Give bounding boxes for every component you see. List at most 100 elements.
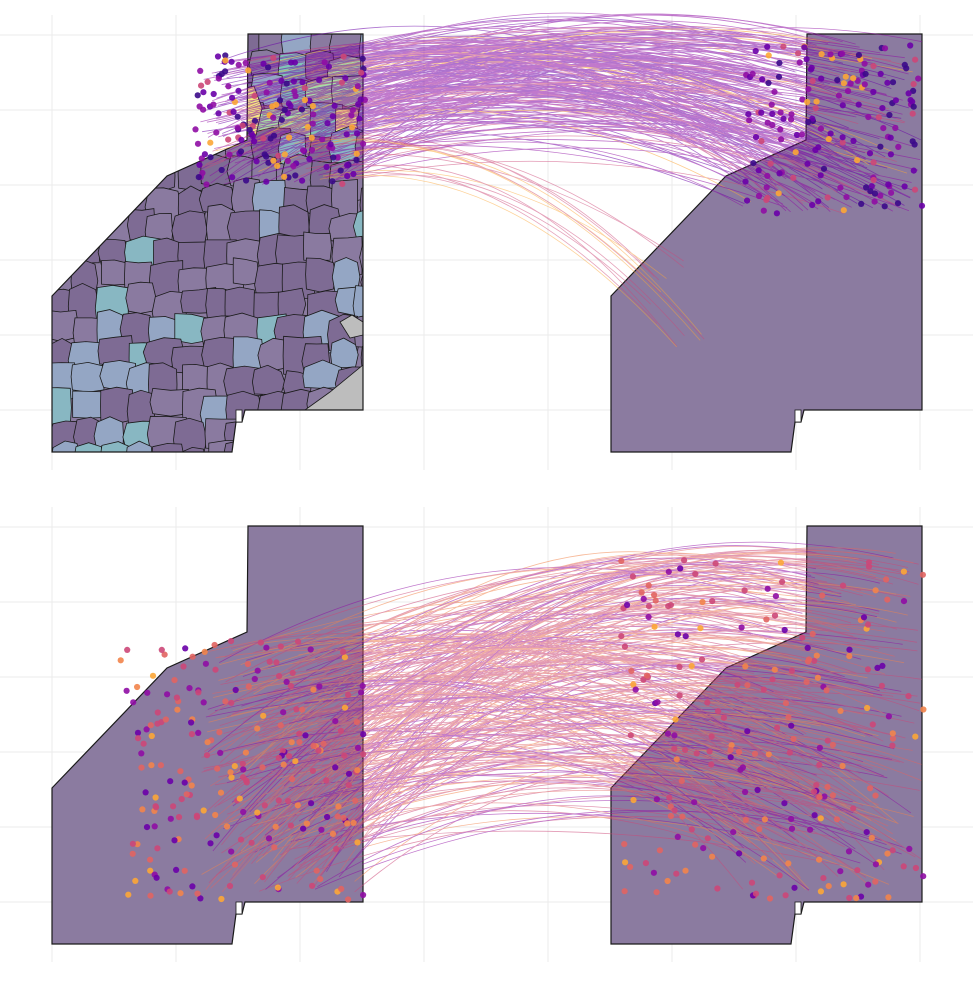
location-point (228, 774, 235, 781)
location-point (824, 783, 831, 791)
location-point (161, 651, 168, 658)
location-point (818, 51, 825, 58)
location-point (788, 825, 796, 832)
flow-line (263, 711, 867, 878)
county-polygon (120, 82, 157, 119)
location-point (280, 761, 287, 768)
location-point (864, 666, 872, 673)
location-point (764, 119, 771, 126)
map-outline (610, 33, 923, 453)
location-point (226, 882, 234, 890)
location-point (147, 856, 154, 863)
location-point (318, 826, 325, 833)
flow-line (226, 748, 765, 837)
location-point (239, 760, 246, 767)
location-point (274, 884, 281, 891)
county-polygon (153, 34, 190, 64)
flow-line (353, 40, 796, 90)
flow-line (224, 562, 827, 658)
location-point (324, 120, 331, 127)
location-point (338, 79, 345, 86)
location-point (170, 803, 177, 810)
location-point (846, 653, 853, 660)
location-point (359, 55, 366, 62)
county-polygon (130, 103, 156, 142)
location-point (134, 841, 141, 848)
location-point (756, 826, 763, 833)
location-point (229, 94, 236, 101)
county-polygon (154, 31, 189, 62)
location-point (134, 729, 142, 736)
location-point (316, 76, 323, 83)
county-polygon (253, 423, 295, 462)
location-point (900, 598, 908, 605)
location-point (348, 112, 355, 119)
location-point (125, 891, 132, 898)
county-polygon (44, 24, 73, 64)
location-point (776, 59, 783, 67)
location-point (284, 157, 291, 164)
location-point (845, 848, 853, 855)
county-polygon (146, 135, 177, 169)
location-point (287, 682, 294, 690)
county-polygon (127, 151, 166, 178)
location-point (883, 576, 890, 583)
flow-line (337, 44, 921, 141)
location-point (148, 732, 155, 740)
location-point (827, 51, 834, 58)
county-polygon (352, 285, 363, 326)
location-point (673, 870, 680, 877)
county-polygon (95, 156, 134, 185)
location-point (203, 752, 211, 759)
location-point (354, 83, 361, 90)
location-point (676, 692, 683, 699)
location-point (727, 747, 734, 754)
location-point (358, 69, 365, 76)
location-point (630, 796, 637, 804)
location-point (270, 55, 277, 62)
location-point (287, 102, 294, 110)
location-point (177, 890, 184, 897)
flow-line (361, 43, 844, 174)
location-point (299, 147, 307, 154)
location-point (210, 101, 217, 108)
location-point (875, 114, 882, 121)
location-point (235, 61, 242, 68)
location-point (910, 167, 917, 174)
location-point (196, 161, 203, 168)
county-polygon (95, 156, 134, 185)
location-point (331, 102, 338, 109)
location-point (768, 101, 775, 108)
county-polygon (43, 187, 85, 223)
location-point (691, 799, 698, 806)
location-point (782, 892, 789, 899)
location-point (844, 87, 852, 95)
flow-line (354, 690, 792, 846)
location-point (782, 700, 790, 707)
county-polygon (282, 443, 321, 479)
location-point (231, 763, 238, 770)
location-point (222, 68, 229, 75)
flow-line (287, 671, 922, 877)
location-point (345, 691, 352, 699)
flow-line (251, 575, 862, 864)
location-point (303, 820, 310, 827)
location-point (861, 81, 868, 88)
location-point (275, 152, 282, 159)
county-polygon (130, 103, 156, 142)
location-point (864, 621, 872, 628)
location-point (737, 766, 744, 773)
location-point (846, 894, 853, 902)
location-point (754, 786, 761, 794)
location-point (803, 56, 810, 63)
county-polygon (49, 203, 87, 245)
county-polygon (127, 151, 166, 178)
location-point (132, 877, 139, 885)
flow-line (209, 27, 857, 177)
location-point (912, 733, 919, 740)
county-polygon (72, 102, 111, 137)
county-polygon (360, 239, 397, 278)
location-point (681, 557, 688, 564)
location-point (744, 728, 751, 735)
county-polygon (125, 281, 157, 314)
